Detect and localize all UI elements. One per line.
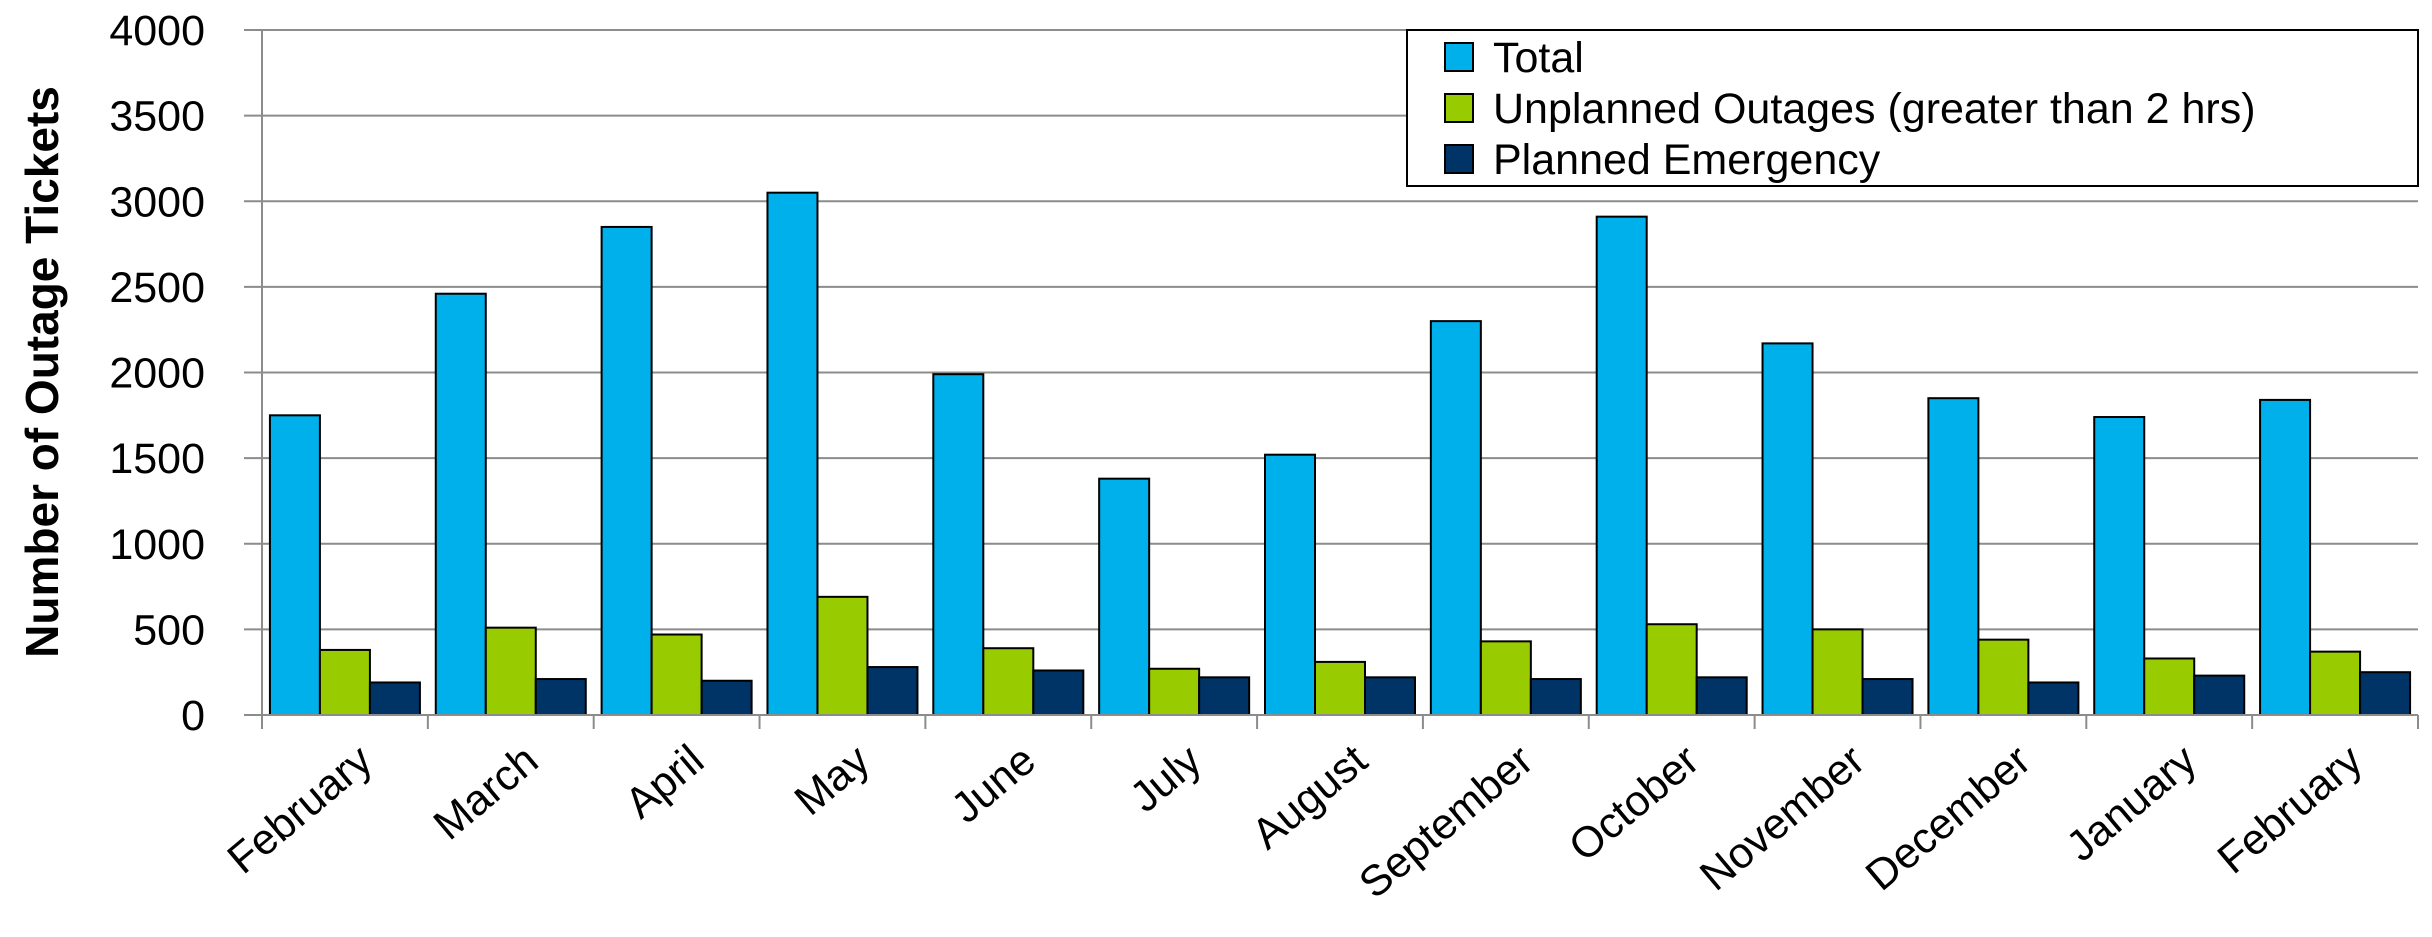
x-tick-label: December bbox=[1857, 736, 2040, 900]
x-tick-label: February bbox=[2209, 736, 2372, 884]
legend-swatch bbox=[1444, 93, 1474, 123]
bar-unplanned bbox=[816, 595, 869, 717]
bar-total bbox=[2259, 398, 2312, 716]
bar-unplanned bbox=[2309, 650, 2362, 717]
x-tick-label: August bbox=[1243, 736, 1376, 859]
legend-box bbox=[1406, 29, 2419, 187]
bar-total bbox=[1098, 477, 1151, 716]
y-axis-label: Number of Outage Tickets bbox=[16, 86, 68, 658]
bar-unplanned bbox=[650, 633, 703, 717]
y-tick-label: 500 bbox=[133, 606, 205, 654]
bar-total bbox=[268, 414, 321, 716]
bar-planned-emergency bbox=[1529, 678, 1582, 716]
bar-unplanned bbox=[1479, 640, 1532, 716]
bar-total bbox=[434, 292, 487, 716]
bar-total bbox=[1429, 320, 1482, 716]
x-tick-label: March bbox=[425, 736, 547, 850]
x-tick-labels: February March April May June July AugustSepte… bbox=[219, 736, 2372, 908]
bars bbox=[268, 191, 2412, 717]
bar-planned-emergency bbox=[1861, 678, 1914, 716]
y-tick-label: 1500 bbox=[109, 435, 205, 483]
bar-planned-emergency bbox=[2027, 681, 2080, 717]
bar-planned-emergency bbox=[2359, 671, 2412, 716]
bar-total bbox=[1264, 453, 1316, 716]
x-tick-label: July bbox=[1121, 736, 1211, 822]
bar-total bbox=[932, 373, 985, 716]
x-tick-label: April bbox=[616, 736, 713, 828]
bar-unplanned bbox=[1645, 623, 1698, 716]
x-tick-label: November bbox=[1691, 736, 1874, 900]
bar-unplanned bbox=[1148, 667, 1201, 717]
bar-planned-emergency bbox=[866, 666, 919, 716]
y-tick-label: 2500 bbox=[109, 264, 205, 312]
y-tick-label: 4000 bbox=[109, 7, 205, 55]
bar-total bbox=[1761, 342, 1814, 716]
axes bbox=[244, 29, 2419, 729]
bar-planned-emergency bbox=[534, 678, 587, 716]
x-tick-label: February bbox=[219, 736, 382, 884]
bar-unplanned bbox=[1314, 660, 1366, 716]
bar-total bbox=[1595, 215, 1648, 716]
bar-planned-emergency bbox=[1364, 676, 1416, 717]
bar-unplanned bbox=[982, 647, 1035, 717]
bar-total bbox=[600, 225, 653, 716]
bar-unplanned bbox=[2143, 657, 2196, 716]
legend-label: Unplanned Outages (greater than 2 hrs) bbox=[1493, 85, 2256, 133]
legend-label: Total bbox=[1493, 34, 1584, 82]
bar-unplanned bbox=[484, 626, 537, 716]
bar-total bbox=[2093, 416, 2146, 716]
x-tick-label: June bbox=[942, 736, 1044, 833]
y-tick-label: 1000 bbox=[109, 521, 205, 569]
y-tick-label: 3500 bbox=[109, 93, 205, 141]
x-tick-label: January bbox=[2058, 736, 2206, 871]
bar-total bbox=[1927, 397, 1980, 716]
bar-unplanned bbox=[1977, 638, 2030, 717]
legend-label: Planned Emergency bbox=[1493, 136, 1881, 184]
bar-unplanned bbox=[1811, 628, 1864, 716]
bar-planned-emergency bbox=[1198, 676, 1251, 717]
bar-planned-emergency bbox=[368, 681, 421, 717]
x-tick-label: September bbox=[1350, 736, 1542, 908]
legend-swatch bbox=[1444, 42, 1474, 72]
bar-unplanned bbox=[318, 648, 371, 716]
x-tick-label: October bbox=[1560, 736, 1708, 871]
y-tick-label: 0 bbox=[181, 692, 205, 740]
bar-planned-emergency bbox=[1032, 669, 1085, 716]
bar-planned-emergency bbox=[700, 679, 753, 716]
bar-total bbox=[766, 191, 819, 716]
y-tick-labels: 0 500 1000 1500 2000 2500 3000 3500 4000 bbox=[109, 7, 205, 740]
y-tick-label: 2000 bbox=[109, 350, 205, 398]
x-tick-label: May bbox=[786, 736, 879, 825]
bar-planned-emergency bbox=[2193, 674, 2246, 716]
legend-swatch bbox=[1444, 144, 1474, 174]
y-tick-label: 3000 bbox=[109, 178, 205, 226]
bar-planned-emergency bbox=[1695, 676, 1748, 717]
